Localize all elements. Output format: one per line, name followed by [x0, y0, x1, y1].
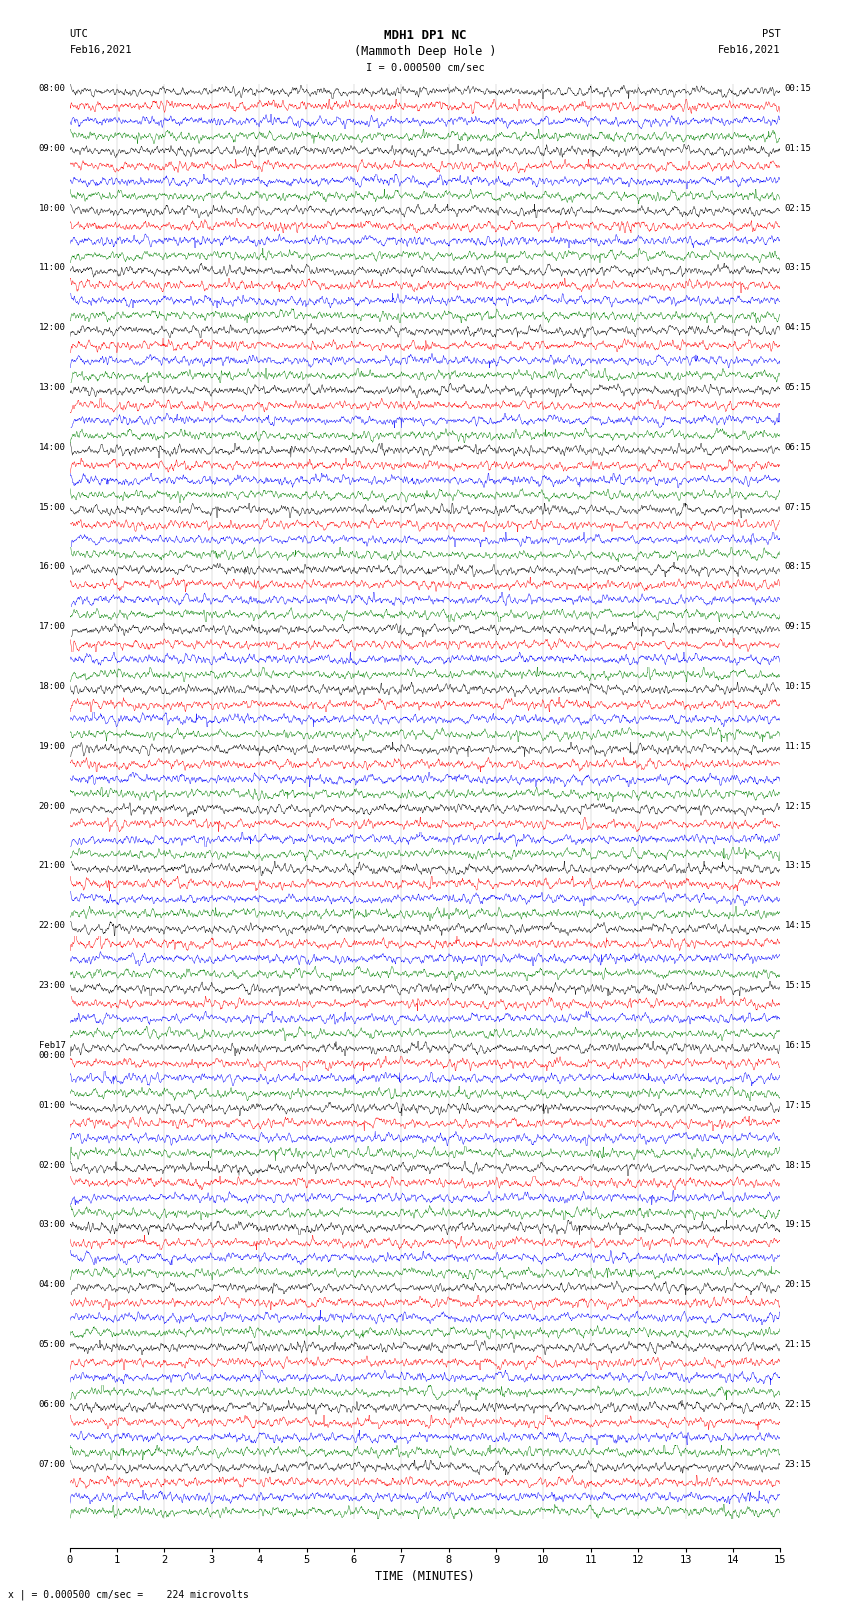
Text: Feb16,2021: Feb16,2021	[717, 45, 780, 55]
Text: 17:00: 17:00	[38, 623, 65, 631]
Text: 03:00: 03:00	[38, 1221, 65, 1229]
Text: 05:00: 05:00	[38, 1340, 65, 1348]
Text: 15:15: 15:15	[785, 981, 812, 990]
Text: 01:00: 01:00	[38, 1100, 65, 1110]
Text: 17:15: 17:15	[785, 1100, 812, 1110]
Text: 11:00: 11:00	[38, 263, 65, 273]
Text: 02:15: 02:15	[785, 203, 812, 213]
Text: 03:15: 03:15	[785, 263, 812, 273]
Text: 22:15: 22:15	[785, 1400, 812, 1408]
Text: PST: PST	[762, 29, 780, 39]
Text: 12:00: 12:00	[38, 323, 65, 332]
Text: 07:00: 07:00	[38, 1460, 65, 1468]
Text: 04:15: 04:15	[785, 323, 812, 332]
Text: 19:00: 19:00	[38, 742, 65, 750]
Text: 18:00: 18:00	[38, 682, 65, 690]
X-axis label: TIME (MINUTES): TIME (MINUTES)	[375, 1569, 475, 1582]
Text: Feb17
00:00: Feb17 00:00	[38, 1040, 65, 1060]
Text: MDH1 DP1 NC: MDH1 DP1 NC	[383, 29, 467, 42]
Text: 23:00: 23:00	[38, 981, 65, 990]
Text: 12:15: 12:15	[785, 802, 812, 811]
Text: 09:15: 09:15	[785, 623, 812, 631]
Text: 20:00: 20:00	[38, 802, 65, 811]
Text: (Mammoth Deep Hole ): (Mammoth Deep Hole )	[354, 45, 496, 58]
Text: 00:15: 00:15	[785, 84, 812, 94]
Text: x | = 0.000500 cm/sec =    224 microvolts: x | = 0.000500 cm/sec = 224 microvolts	[8, 1589, 249, 1600]
Text: 18:15: 18:15	[785, 1161, 812, 1169]
Text: 06:00: 06:00	[38, 1400, 65, 1408]
Text: 16:15: 16:15	[785, 1040, 812, 1050]
Text: 02:00: 02:00	[38, 1161, 65, 1169]
Text: 21:15: 21:15	[785, 1340, 812, 1348]
Text: 10:00: 10:00	[38, 203, 65, 213]
Text: 07:15: 07:15	[785, 503, 812, 511]
Text: 01:15: 01:15	[785, 144, 812, 153]
Text: 04:00: 04:00	[38, 1281, 65, 1289]
Text: 10:15: 10:15	[785, 682, 812, 690]
Text: UTC: UTC	[70, 29, 88, 39]
Text: 14:15: 14:15	[785, 921, 812, 931]
Text: 15:00: 15:00	[38, 503, 65, 511]
Text: 13:15: 13:15	[785, 861, 812, 871]
Text: 13:00: 13:00	[38, 382, 65, 392]
Text: 06:15: 06:15	[785, 442, 812, 452]
Text: 21:00: 21:00	[38, 861, 65, 871]
Text: 20:15: 20:15	[785, 1281, 812, 1289]
Text: I = 0.000500 cm/sec: I = 0.000500 cm/sec	[366, 63, 484, 73]
Text: Feb16,2021: Feb16,2021	[70, 45, 133, 55]
Text: 09:00: 09:00	[38, 144, 65, 153]
Text: 22:00: 22:00	[38, 921, 65, 931]
Text: 23:15: 23:15	[785, 1460, 812, 1468]
Text: 16:00: 16:00	[38, 563, 65, 571]
Text: 11:15: 11:15	[785, 742, 812, 750]
Text: 08:15: 08:15	[785, 563, 812, 571]
Text: 14:00: 14:00	[38, 442, 65, 452]
Text: 05:15: 05:15	[785, 382, 812, 392]
Text: 08:00: 08:00	[38, 84, 65, 94]
Text: 19:15: 19:15	[785, 1221, 812, 1229]
